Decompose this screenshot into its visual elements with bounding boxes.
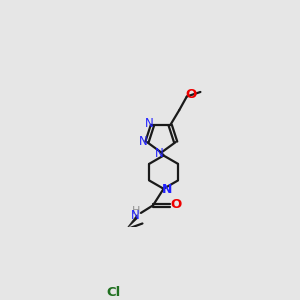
Text: Cl: Cl bbox=[106, 286, 121, 299]
Text: N: N bbox=[155, 147, 164, 160]
Text: N: N bbox=[131, 209, 140, 222]
Text: N: N bbox=[161, 183, 172, 196]
Text: O: O bbox=[185, 88, 196, 101]
Polygon shape bbox=[126, 214, 137, 230]
Text: N: N bbox=[139, 135, 148, 148]
Text: H: H bbox=[131, 206, 140, 216]
Text: O: O bbox=[170, 198, 181, 211]
Text: N: N bbox=[145, 117, 154, 130]
